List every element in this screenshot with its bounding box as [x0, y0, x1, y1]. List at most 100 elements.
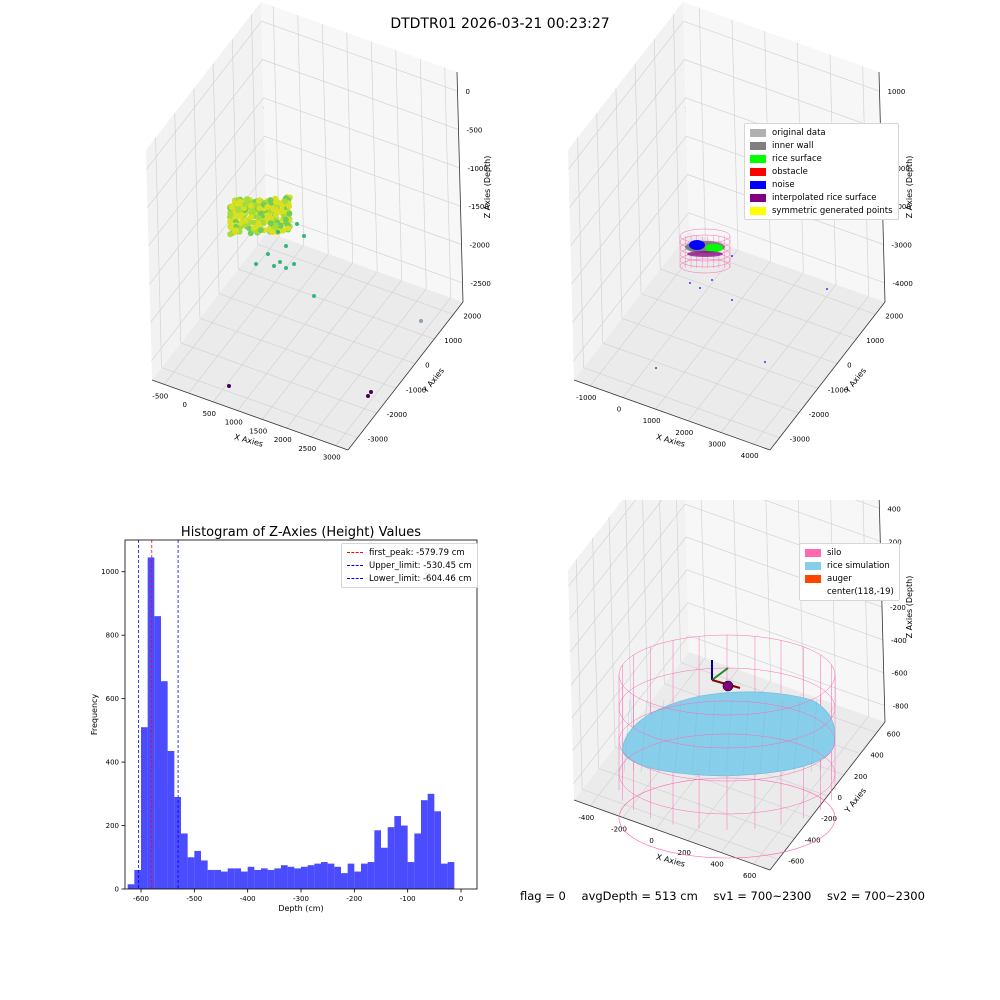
raw-point — [272, 195, 279, 202]
raw-point — [286, 194, 293, 201]
histogram-bar — [301, 866, 308, 889]
raw-point — [244, 196, 251, 203]
raw-point — [259, 206, 266, 213]
y-axis-label: Frequency — [90, 694, 99, 736]
y-tick-label: -600 — [788, 857, 804, 865]
raw-point — [241, 211, 248, 218]
raw-point — [245, 225, 252, 232]
raw-point — [241, 198, 248, 205]
z-gridline — [568, 500, 637, 587]
x-axis-label: X Axies — [655, 432, 686, 448]
x-gridline — [720, 284, 837, 433]
z-gridline — [262, 59, 459, 130]
histogram-bar — [421, 800, 428, 889]
x-tick-label: 600 — [743, 872, 756, 880]
x-gridline — [419, 58, 427, 289]
raw-point — [230, 209, 237, 216]
raw-point — [272, 226, 279, 233]
y-gridline — [640, 293, 838, 364]
legend-swatch — [805, 548, 821, 557]
raw-point — [227, 223, 234, 230]
silo-ring — [618, 667, 836, 749]
x-tick-label: 2500 — [298, 445, 316, 453]
raw-point — [240, 206, 247, 213]
z-tick-label: -400 — [891, 637, 907, 645]
x-tick-label: -100 — [400, 895, 416, 903]
histogram-bar — [354, 871, 361, 889]
histogram-bar — [294, 868, 301, 889]
legend-label: rice surface — [772, 153, 822, 164]
x-tick-label: -400 — [578, 814, 594, 822]
y-gridline — [161, 367, 358, 438]
y-gridline — [231, 38, 239, 270]
x-gridline — [321, 23, 329, 254]
raw-point — [280, 206, 287, 213]
raw-point — [250, 226, 257, 233]
histogram-title: Histogram of Z-Axies (Height) Values — [181, 525, 421, 540]
raw-point — [241, 221, 248, 228]
raw-point — [369, 390, 373, 394]
z-gridline — [146, 20, 262, 170]
y-tick-label: -400 — [805, 836, 821, 844]
legend-swatch — [750, 128, 766, 137]
histogram-bar — [134, 869, 141, 889]
x-tick-label: -500 — [186, 895, 202, 903]
legend-label: interpolated rice surface — [772, 192, 877, 203]
raw-point — [266, 197, 273, 204]
sv1-text: sv1 = 700~2300 — [713, 889, 812, 903]
raw-point — [284, 205, 291, 212]
floor-pane — [574, 652, 885, 870]
y-axis-label: Y Axies — [842, 786, 868, 815]
raw-point — [243, 223, 250, 230]
classify-plot-title: 3D classify of Silo Interior — [640, 104, 808, 119]
legend-item: symmetric generated points — [750, 204, 893, 217]
sv2-text: sv2 = 700~2300 — [827, 889, 925, 903]
raw-point — [255, 197, 262, 204]
x-axis-label: X Axies — [233, 432, 264, 448]
raw-point — [281, 197, 288, 204]
raw-point — [268, 215, 275, 222]
raw-point — [256, 197, 263, 204]
raw-point — [232, 202, 239, 209]
raw-point — [227, 209, 234, 216]
z-gridline — [569, 59, 685, 208]
x-gridline — [346, 32, 354, 263]
raw-point — [271, 204, 278, 211]
x-gridline — [688, 272, 804, 422]
raw-point — [237, 206, 244, 213]
histogram-bar — [434, 811, 441, 889]
raw-point — [268, 199, 275, 206]
raw-point — [270, 198, 277, 205]
raw-point — [280, 203, 287, 210]
raw-point — [252, 227, 259, 234]
x-gridline — [622, 249, 739, 398]
raw-point — [251, 206, 258, 213]
z-gridline — [148, 97, 264, 247]
y-gridline — [647, 704, 845, 776]
raw-point — [235, 202, 242, 209]
y-gridline — [634, 63, 642, 294]
raw-point — [283, 215, 290, 222]
z-gridline — [570, 536, 687, 686]
histogram-bar — [214, 869, 221, 889]
raw-point — [261, 205, 268, 212]
rice-mesh-line — [640, 699, 648, 773]
raw-point — [267, 227, 274, 234]
x-tick-label: -500 — [152, 392, 168, 400]
raw-point — [250, 202, 257, 209]
raw-point — [228, 203, 235, 210]
x-tick-label: 1000 — [643, 417, 661, 425]
raw-point — [234, 200, 241, 207]
raw-point — [267, 220, 274, 227]
raw-point — [250, 205, 257, 212]
raw-point — [237, 213, 244, 220]
histogram-chart: Histogram of Z-Axies (Height) Values -600… — [90, 525, 478, 913]
raw-point — [235, 197, 242, 204]
z-tick-label: 400 — [887, 505, 900, 513]
rice-surface-points — [705, 244, 723, 252]
y-axis-line — [769, 721, 886, 871]
histogram-bar — [367, 862, 375, 889]
raw-point — [244, 220, 251, 227]
raw-point — [266, 199, 273, 206]
y-tick-label: -2000 — [387, 411, 407, 419]
